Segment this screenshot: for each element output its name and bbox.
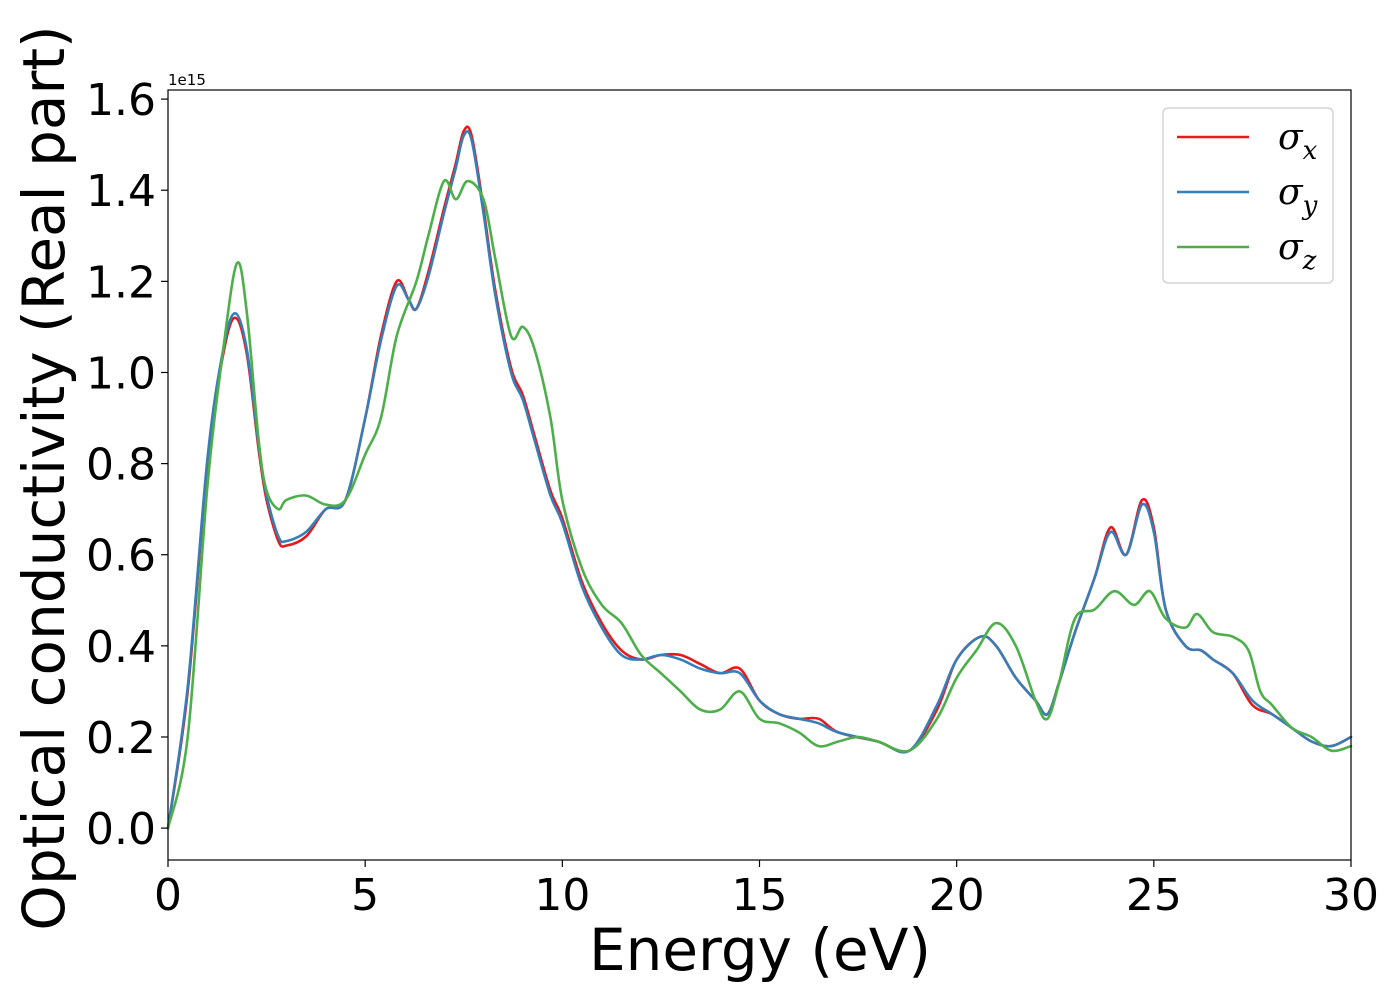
x-tick-label: 10 [534, 870, 590, 921]
y-axis-ticks: 0.0 0.2 0.4 0.6 0.8 1.0 1.2 1.4 1.6 [86, 75, 168, 855]
x-tick-label: 15 [732, 870, 788, 921]
x-tick-label: 30 [1323, 870, 1379, 921]
x-tick-label: 5 [351, 870, 379, 921]
y-tick-label: 0.0 [86, 804, 156, 855]
y-tick-label: 1.2 [86, 257, 156, 308]
x-tick-label: 25 [1126, 870, 1182, 921]
y-axis-label: Optical conductivity (Real part) [10, 25, 78, 930]
y-tick-label: 0.2 [86, 713, 156, 764]
y-tick-label: 1.0 [86, 348, 156, 399]
y-tick-label: 0.8 [86, 440, 156, 491]
series-line-z [166, 178, 1353, 830]
legend-box [1162, 107, 1334, 284]
series-layer [166, 125, 1353, 830]
y-tick-label: 1.4 [86, 166, 156, 217]
y-tick-label: 0.6 [86, 531, 156, 582]
y-axis-offset-label: 1e15 [168, 71, 206, 89]
x-tick-label: 0 [154, 870, 182, 921]
y-tick-label: 1.6 [86, 75, 156, 126]
x-axis-ticks: 0 5 10 15 20 25 30 [154, 860, 1379, 921]
y-tick-label: 0.4 [86, 622, 156, 673]
x-axis-label: Energy (eV) [589, 916, 931, 984]
series-line-y [166, 129, 1353, 830]
x-tick-label: 20 [929, 870, 985, 921]
